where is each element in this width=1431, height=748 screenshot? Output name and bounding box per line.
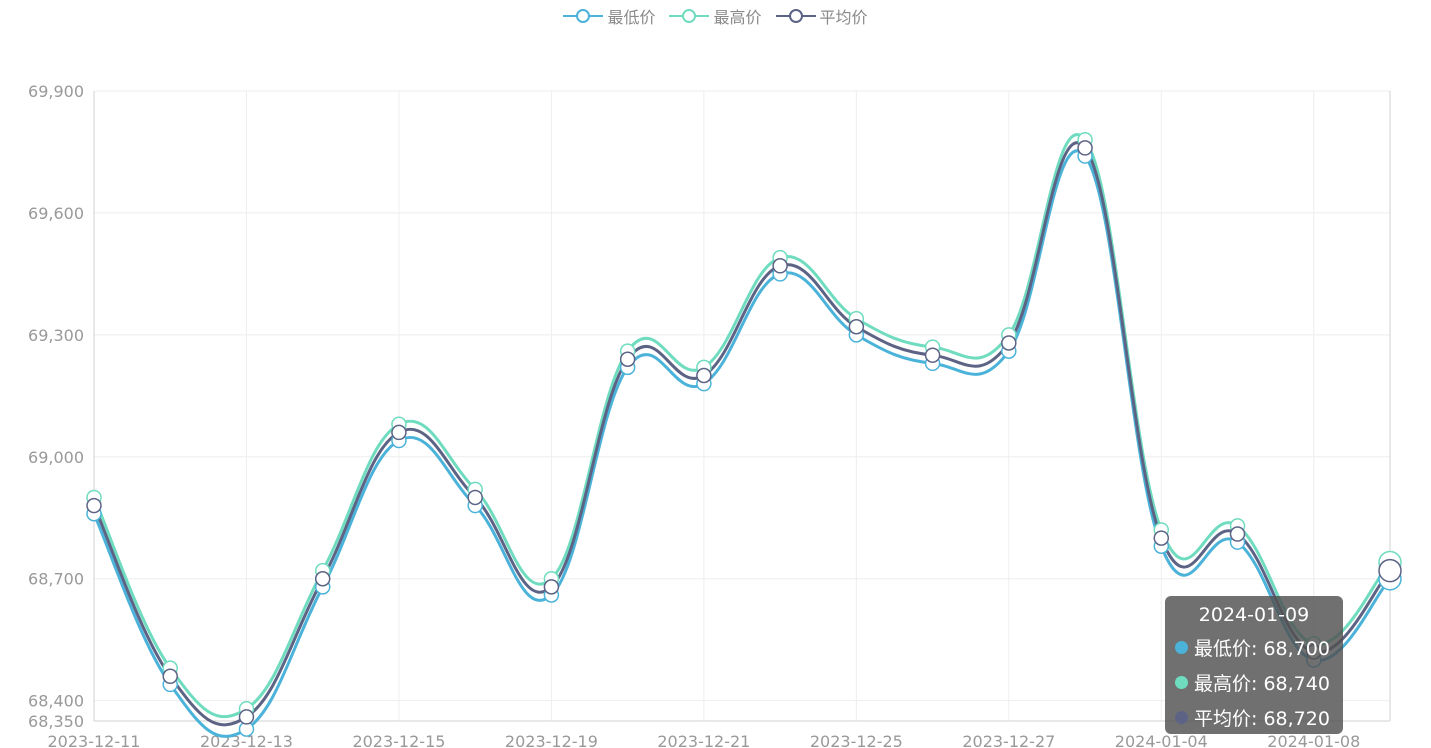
legend-item-low[interactable]: 最低价 — [563, 4, 655, 28]
legend-label-low: 最低价 — [607, 8, 656, 27]
data-point-avg — [1077, 140, 1093, 156]
y-tick-label: 68,400 — [28, 692, 84, 711]
x-tick-label: 2023-12-11 — [48, 732, 141, 748]
legend-marker-low-icon — [563, 9, 604, 23]
legend: 最低价 最高价 平均价 — [0, 4, 1431, 28]
tooltip-value-high: 最高价: 68,740 — [1194, 673, 1330, 695]
tooltip-value-avg: 平均价: 68,720 — [1194, 708, 1330, 730]
legend-marker-avg-icon — [775, 9, 816, 23]
tooltip-row-high: 最高价: 68,740 — [1175, 669, 1333, 696]
tooltip-dot-high-icon — [1175, 676, 1188, 689]
data-point-avg — [924, 347, 941, 363]
data-point-avg — [848, 318, 865, 335]
x-tick-label: 2024-01-08 — [1267, 732, 1360, 748]
x-tick-label: 2023-12-25 — [810, 732, 903, 748]
y-tick-label: 68,350 — [28, 712, 84, 731]
legend-marker-high-icon — [669, 9, 710, 23]
data-point-avg — [467, 489, 483, 506]
tooltip-dot-avg-icon — [1175, 711, 1188, 724]
data-point-avg — [1378, 558, 1402, 583]
data-point-avg — [1001, 335, 1017, 351]
tooltip-row-avg: 平均价: 68,720 — [1175, 704, 1333, 731]
y-tick-label: 69,000 — [28, 448, 84, 467]
x-tick-label: 2023-12-19 — [505, 732, 598, 748]
data-point-avg — [696, 367, 712, 384]
y-tick-label: 69,600 — [28, 204, 84, 223]
data-point-avg — [391, 424, 407, 441]
y-tick-label: 69,300 — [28, 326, 84, 345]
x-tick-label: 2024-01-04 — [1115, 732, 1208, 748]
legend-label-high: 最高价 — [713, 8, 762, 27]
data-point-avg — [772, 258, 788, 274]
tooltip-dot-low-icon — [1175, 641, 1188, 654]
legend-label-avg: 平均价 — [819, 8, 868, 27]
data-point-avg — [1153, 530, 1170, 546]
x-tick-label: 2023-12-27 — [962, 732, 1055, 748]
legend-item-high[interactable]: 最高价 — [669, 4, 762, 28]
tooltip-value-low: 最低价: 68,700 — [1194, 638, 1330, 660]
data-point-avg — [1229, 526, 1246, 542]
data-point-avg — [238, 709, 255, 725]
data-point-avg — [314, 570, 331, 587]
y-tick-label: 68,700 — [28, 570, 84, 589]
y-tick-label: 69,900 — [28, 82, 84, 101]
data-point-avg — [86, 497, 102, 514]
x-tick-label: 2023-12-21 — [657, 732, 750, 748]
tooltip-date: 2024-01-09 — [1198, 604, 1310, 626]
data-point-avg — [619, 351, 636, 368]
data-point-avg — [162, 668, 178, 685]
data-point-avg — [543, 579, 560, 595]
tooltip: 2024-01-09 最低价: 68,700 最高价: 68,740 平均价: … — [1165, 596, 1343, 734]
x-tick-label: 2023-12-15 — [352, 732, 445, 748]
tooltip-row-low: 最低价: 68,700 — [1175, 634, 1333, 661]
legend-item-avg[interactable]: 平均价 — [775, 4, 868, 28]
